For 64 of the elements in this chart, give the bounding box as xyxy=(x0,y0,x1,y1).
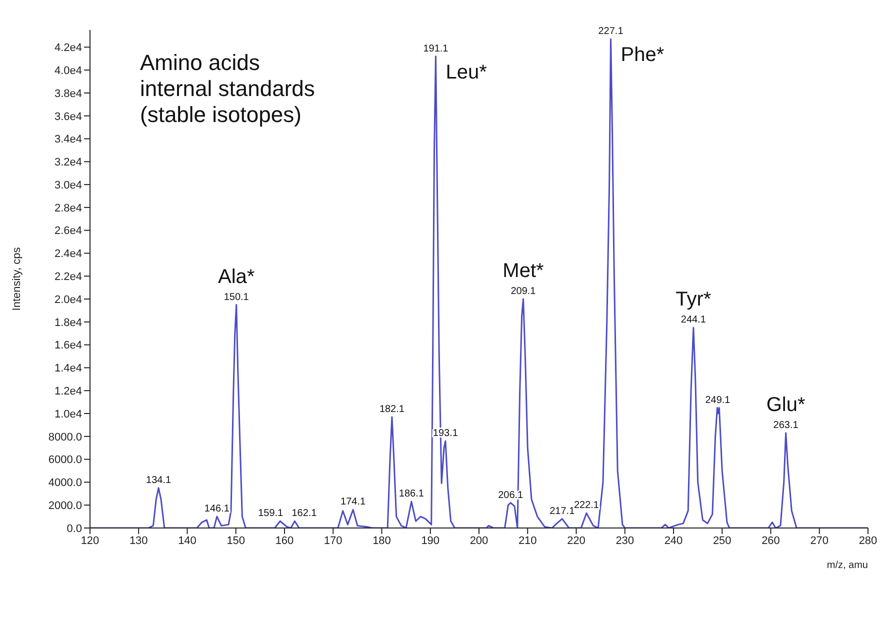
y-tick-label: 3.8e4 xyxy=(54,88,82,100)
y-tick-label: 3.2e4 xyxy=(54,156,82,169)
annotation: 249.1 xyxy=(705,394,731,406)
y-tick-label: 4000.0 xyxy=(48,477,82,490)
y-tick-label: 2.4e4 xyxy=(54,248,82,260)
y-tick-label: 6000.0 xyxy=(48,454,82,466)
y-tick-label: 1.2e4 xyxy=(54,386,82,398)
annotation: 159.1 xyxy=(258,508,284,520)
annotation: Met* xyxy=(502,260,544,282)
x-tick-label: 180 xyxy=(372,534,391,547)
annotation: Ala* xyxy=(218,266,255,288)
x-axis-title: m/z, amu xyxy=(826,560,868,571)
y-tick-label: 1.0e4 xyxy=(54,408,82,420)
x-tick-label: 120 xyxy=(80,534,100,547)
x-tick-label: 200 xyxy=(470,534,488,547)
x-tick-label: 230 xyxy=(616,534,634,547)
x-tick-label: 270 xyxy=(810,534,829,547)
annotation: 150.1 xyxy=(224,292,250,303)
annotation: 162.1 xyxy=(292,508,318,520)
annotation: 244.1 xyxy=(680,314,706,326)
annotation: 182.1 xyxy=(379,404,405,415)
x-tick-label: 280 xyxy=(858,534,878,547)
y-tick-label: 4.2e4 xyxy=(54,42,82,54)
y-tick-label: 2.6e4 xyxy=(54,225,82,238)
x-tick-label: 190 xyxy=(421,534,440,547)
annotation: 146.1 xyxy=(204,504,230,515)
x-tick-label: 150 xyxy=(226,534,246,547)
annotation: 227.1 xyxy=(598,26,624,38)
y-tick-label: 1.8e4 xyxy=(54,316,82,329)
y-tick-label: 3.6e4 xyxy=(54,110,82,123)
x-tick-label: 250 xyxy=(712,534,732,547)
y-tick-label: 2.8e4 xyxy=(54,202,82,214)
annotation: 191.1 xyxy=(423,43,449,54)
annotation: Glu* xyxy=(766,394,806,416)
x-tick-label: 140 xyxy=(178,534,196,547)
y-tick-label: 4.0e4 xyxy=(54,64,82,77)
x-tick-label: 220 xyxy=(567,534,586,547)
annotation: Amino acids internal standards (stable isotopes) xyxy=(140,50,315,127)
y-tick-label: 2000.0 xyxy=(48,500,82,512)
x-tick-label: 240 xyxy=(664,534,683,547)
y-tick-label: 3.4e4 xyxy=(54,134,82,146)
annotation: 174.1 xyxy=(340,496,366,508)
annotation: 222.1 xyxy=(574,500,600,512)
annotation: 263.1 xyxy=(773,420,799,431)
annotation: 209.1 xyxy=(510,286,536,298)
y-axis-title: Intensity, cps xyxy=(10,246,23,311)
y-tick-label: 3.0e4 xyxy=(54,179,82,192)
y-tick-label: 2.0e4 xyxy=(54,294,82,306)
x-tick-label: 130 xyxy=(129,534,148,547)
annotation: Phe* xyxy=(620,44,664,66)
annotation: Leu* xyxy=(446,61,488,84)
y-tick-label: 2.2e4 xyxy=(54,271,82,284)
y-tick-label: 1.4e4 xyxy=(54,362,82,375)
annotation: 186.1 xyxy=(398,488,424,500)
annotation: 134.1 xyxy=(146,474,172,486)
y-tick-label: 1.6e4 xyxy=(54,340,82,352)
annotation: Tyr* xyxy=(676,288,712,311)
x-tick-label: 260 xyxy=(762,534,780,547)
x-tick-label: 170 xyxy=(324,534,342,547)
x-tick-label: 210 xyxy=(518,534,537,547)
y-tick-label: 8000.0 xyxy=(48,431,82,444)
annotation: 217.1 xyxy=(550,506,576,517)
x-tick-label: 160 xyxy=(275,534,294,547)
y-tick-label: 0.0 xyxy=(66,522,82,535)
